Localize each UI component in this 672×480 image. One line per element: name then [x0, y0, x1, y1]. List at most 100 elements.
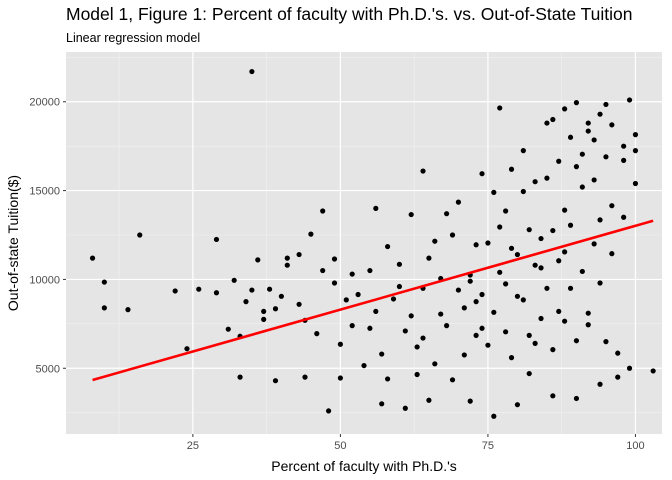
data-point: [172, 288, 178, 294]
data-point: [514, 402, 521, 408]
data-point: [101, 305, 107, 311]
data-point: [544, 120, 550, 126]
data-point: [526, 227, 532, 233]
data-point: [591, 177, 597, 183]
data-point: [538, 235, 544, 242]
data-point: [402, 405, 408, 411]
data-point: [379, 351, 385, 357]
data-point: [420, 335, 426, 341]
data-point: [520, 188, 526, 195]
data-point: [479, 171, 485, 177]
data-point: [497, 269, 503, 275]
data-point: [621, 143, 627, 149]
data-point: [508, 355, 515, 361]
data-point: [562, 318, 568, 324]
data-point: [508, 245, 515, 251]
data-point: [414, 344, 420, 350]
data-point: [302, 374, 308, 380]
y-tick-label: 15000: [29, 186, 60, 198]
data-point: [497, 105, 503, 111]
data-point: [550, 393, 556, 399]
data-point: [579, 268, 585, 275]
data-point: [626, 97, 633, 103]
data-point: [503, 281, 509, 287]
data-point: [597, 280, 603, 286]
data-point: [331, 256, 338, 262]
plot-panel: [66, 52, 662, 434]
y-tick-label: 20000: [29, 97, 60, 109]
major-gridlines: [66, 52, 662, 434]
data-point: [349, 323, 355, 329]
data-point: [573, 395, 580, 402]
data-point: [526, 332, 532, 338]
data-point: [556, 158, 562, 164]
data-point: [567, 134, 574, 140]
data-point: [473, 242, 479, 248]
data-point: [261, 316, 267, 322]
data-point: [225, 326, 231, 332]
data-point: [562, 106, 568, 112]
data-point: [632, 132, 639, 138]
data-point: [455, 287, 462, 293]
data-point: [491, 309, 497, 315]
data-point: [550, 227, 556, 234]
data-point: [544, 285, 550, 291]
data-point: [325, 408, 332, 414]
data-point: [603, 101, 609, 108]
data-point: [89, 255, 96, 261]
data-point: [538, 315, 544, 322]
data-point: [455, 199, 462, 205]
data-point: [331, 280, 338, 286]
data-point: [591, 137, 597, 143]
data-point: [503, 329, 509, 335]
data-point: [426, 255, 432, 261]
data-point: [461, 352, 467, 358]
data-point: [432, 361, 438, 367]
data-point: [532, 340, 538, 346]
y-tick-label: 10000: [29, 274, 60, 286]
data-point: [373, 205, 379, 211]
data-point: [603, 154, 609, 160]
data-point: [573, 338, 580, 344]
data-point: [479, 325, 485, 331]
x-axis-label: Percent of faculty with Ph.D.'s: [271, 458, 457, 474]
y-axis-label: Out-of-state Tuition($): [5, 175, 21, 311]
data-point: [213, 236, 220, 243]
y-tick-label: 5000: [36, 363, 60, 375]
data-point: [373, 308, 379, 315]
data-point: [390, 296, 397, 302]
data-point: [337, 341, 343, 347]
data-point: [278, 293, 284, 299]
data-point: [626, 365, 633, 371]
data-point: [420, 168, 426, 174]
data-point: [314, 331, 320, 337]
data-point: [514, 251, 521, 258]
data-point: [396, 283, 403, 290]
data-point: [426, 397, 432, 403]
data-point: [597, 217, 603, 223]
data-point: [573, 164, 580, 170]
data-point: [562, 207, 568, 213]
data-point: [249, 68, 255, 75]
data-point: [367, 325, 373, 331]
data-point: [567, 222, 574, 228]
data-point: [308, 231, 314, 237]
data-point: [520, 297, 526, 303]
data-point: [603, 339, 609, 345]
regression-line: [92, 219, 654, 382]
data-point: [396, 261, 403, 267]
x-tick-label: 100: [626, 440, 644, 452]
data-point: [125, 307, 131, 313]
data-point: [255, 257, 261, 263]
data-point: [573, 100, 580, 106]
data-point: [343, 297, 349, 303]
data-point: [449, 377, 456, 383]
data-point: [632, 180, 639, 187]
data-point: [514, 293, 521, 299]
data-point: [520, 148, 526, 154]
data-point: [544, 175, 550, 181]
data-point: [361, 362, 367, 369]
data-point: [101, 279, 107, 285]
data-point: [491, 413, 497, 419]
data-point: [237, 374, 243, 380]
